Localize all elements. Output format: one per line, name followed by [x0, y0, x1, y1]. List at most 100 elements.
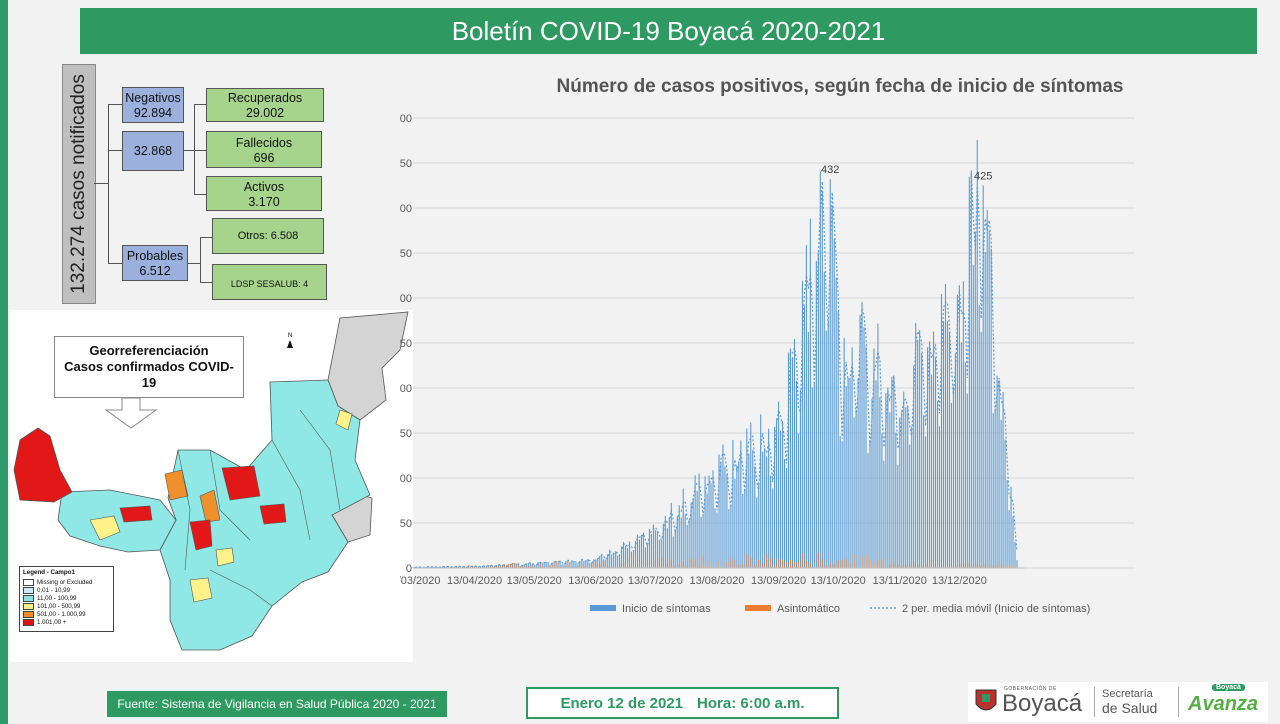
- georef-line3: 19: [141, 375, 157, 390]
- bar-asintomatico: [925, 562, 927, 568]
- recuperados-label: Recuperados: [227, 91, 303, 105]
- bar-asintomatico: [619, 563, 621, 568]
- bar-inicio-sintomas: [869, 441, 871, 568]
- bar-inicio-sintomas: [714, 508, 716, 568]
- bar-asintomatico: [726, 562, 728, 568]
- bar-inicio-sintomas: [642, 532, 645, 568]
- bar-inicio-sintomas: [692, 498, 694, 568]
- bar-inicio-sintomas: [966, 393, 968, 568]
- bar-inicio-sintomas: [954, 353, 956, 568]
- data-label: 425: [974, 171, 992, 183]
- bar-asintomatico: [591, 562, 593, 568]
- bar-inicio-sintomas: [720, 461, 722, 568]
- bar-inicio-sintomas: [756, 497, 758, 568]
- bar-inicio-sintomas: [1004, 439, 1006, 568]
- chart-bars: [412, 140, 1018, 568]
- map-municipality: [89, 515, 121, 541]
- x-tick-label: 13/05/2020: [507, 575, 562, 587]
- bar-inicio-sintomas: [732, 439, 734, 568]
- bar-inicio-sintomas: [927, 347, 929, 568]
- bar-inicio-sintomas: [454, 566, 456, 568]
- bar-asintomatico: [821, 559, 823, 568]
- bar-inicio-sintomas: [1006, 480, 1008, 568]
- map-legend-swatch: [23, 578, 34, 586]
- bar-inicio-sintomas: [615, 551, 617, 568]
- bar-inicio-sintomas: [897, 464, 899, 568]
- bar-inicio-sintomas: [654, 530, 656, 568]
- bar-asintomatico: [511, 562, 513, 568]
- bar-asintomatico: [670, 559, 672, 568]
- bar-inicio-sintomas: [565, 560, 567, 568]
- bar-inicio-sintomas: [789, 348, 792, 568]
- bar-inicio-sintomas: [734, 479, 736, 568]
- bar-inicio-sintomas: [909, 444, 911, 568]
- bar-inicio-sintomas: [666, 528, 668, 568]
- bar-asintomatico: [750, 556, 752, 568]
- north-label: N: [288, 333, 292, 339]
- bar-inicio-sintomas: [426, 566, 428, 568]
- bar-inicio-sintomas: [813, 381, 815, 568]
- y-tick-label: 150: [400, 428, 412, 440]
- bar-asintomatico: [968, 562, 970, 568]
- bar-inicio-sintomas: [561, 564, 563, 568]
- footer-source: Fuente: Sistema de Vigilancia en Salud P…: [107, 691, 447, 717]
- bar-inicio-sintomas: [821, 191, 823, 568]
- bar-inicio-sintomas: [915, 323, 917, 568]
- bar-inicio-sintomas: [696, 491, 698, 568]
- bar-inicio-sintomas: [575, 563, 577, 568]
- bar-inicio-sintomas: [525, 563, 527, 568]
- bar-asintomatico: [929, 559, 931, 568]
- bar-inicio-sintomas: [861, 302, 863, 568]
- bar-asintomatico: [774, 566, 776, 568]
- bar-inicio-sintomas: [481, 566, 484, 568]
- bar-inicio-sintomas: [662, 523, 664, 568]
- bulletin-title-text: Boletín COVID-19 Boyacá 2020-2021: [451, 15, 886, 46]
- bar-asintomatico: [547, 566, 549, 568]
- ldsp-label: LDSP SESALUB: 4: [230, 279, 309, 289]
- bar-inicio-sintomas: [893, 375, 895, 568]
- bar-inicio-sintomas: [901, 409, 903, 568]
- bar-asintomatico: [579, 565, 581, 568]
- bar-asintomatico: [503, 564, 505, 568]
- bar-asintomatico: [933, 564, 935, 568]
- bar-asintomatico: [996, 565, 998, 568]
- bar-inicio-sintomas: [956, 294, 958, 568]
- bar-inicio-sintomas: [867, 452, 869, 568]
- bar-asintomatico: [917, 564, 919, 568]
- x-tick-label: 13/06/2020: [568, 575, 623, 587]
- bar-inicio-sintomas: [855, 409, 857, 568]
- georef-line1: Georreferenciación: [89, 343, 209, 358]
- bar-asintomatico: [583, 566, 585, 568]
- bar-asintomatico: [678, 564, 680, 568]
- bar-asintomatico: [889, 564, 891, 568]
- recuperados-value: 29.002: [245, 106, 285, 120]
- bar-asintomatico: [992, 565, 994, 568]
- map-legend: Legend - Campo1 Missing or Excluded 0,01 …: [19, 566, 114, 632]
- bar-asintomatico: [956, 564, 958, 568]
- bar-asintomatico: [694, 560, 696, 568]
- map-legend-row: 101,00 - 500,99: [23, 602, 110, 610]
- bar-asintomatico: [515, 564, 517, 568]
- bar-inicio-sintomas: [573, 561, 575, 568]
- bar-inicio-sintomas: [730, 506, 732, 568]
- x-tick-label: 13/10/2020: [811, 575, 866, 587]
- bar-inicio-sintomas: [527, 563, 529, 568]
- bar-inicio-sintomas: [933, 331, 935, 568]
- bar-inicio-sintomas: [569, 561, 571, 568]
- bar-inicio-sintomas: [958, 285, 960, 568]
- bar-inicio-sintomas: [418, 566, 420, 568]
- bar-inicio-sintomas: [1014, 541, 1016, 568]
- bar-inicio-sintomas: [668, 517, 670, 568]
- bar-inicio-sintomas: [646, 543, 648, 568]
- bar-inicio-sintomas: [778, 401, 780, 568]
- bar-asintomatico: [801, 553, 803, 568]
- map-municipality: [215, 547, 235, 567]
- bar-asintomatico: [754, 564, 756, 568]
- bar-inicio-sintomas: [513, 563, 515, 568]
- bar-inicio-sintomas: [442, 566, 444, 568]
- bar-asintomatico: [746, 554, 748, 568]
- bar-inicio-sintomas: [978, 304, 980, 568]
- bar-asintomatico: [825, 565, 827, 568]
- bar-inicio-sintomas: [521, 565, 523, 568]
- bar-inicio-sintomas: [694, 475, 696, 568]
